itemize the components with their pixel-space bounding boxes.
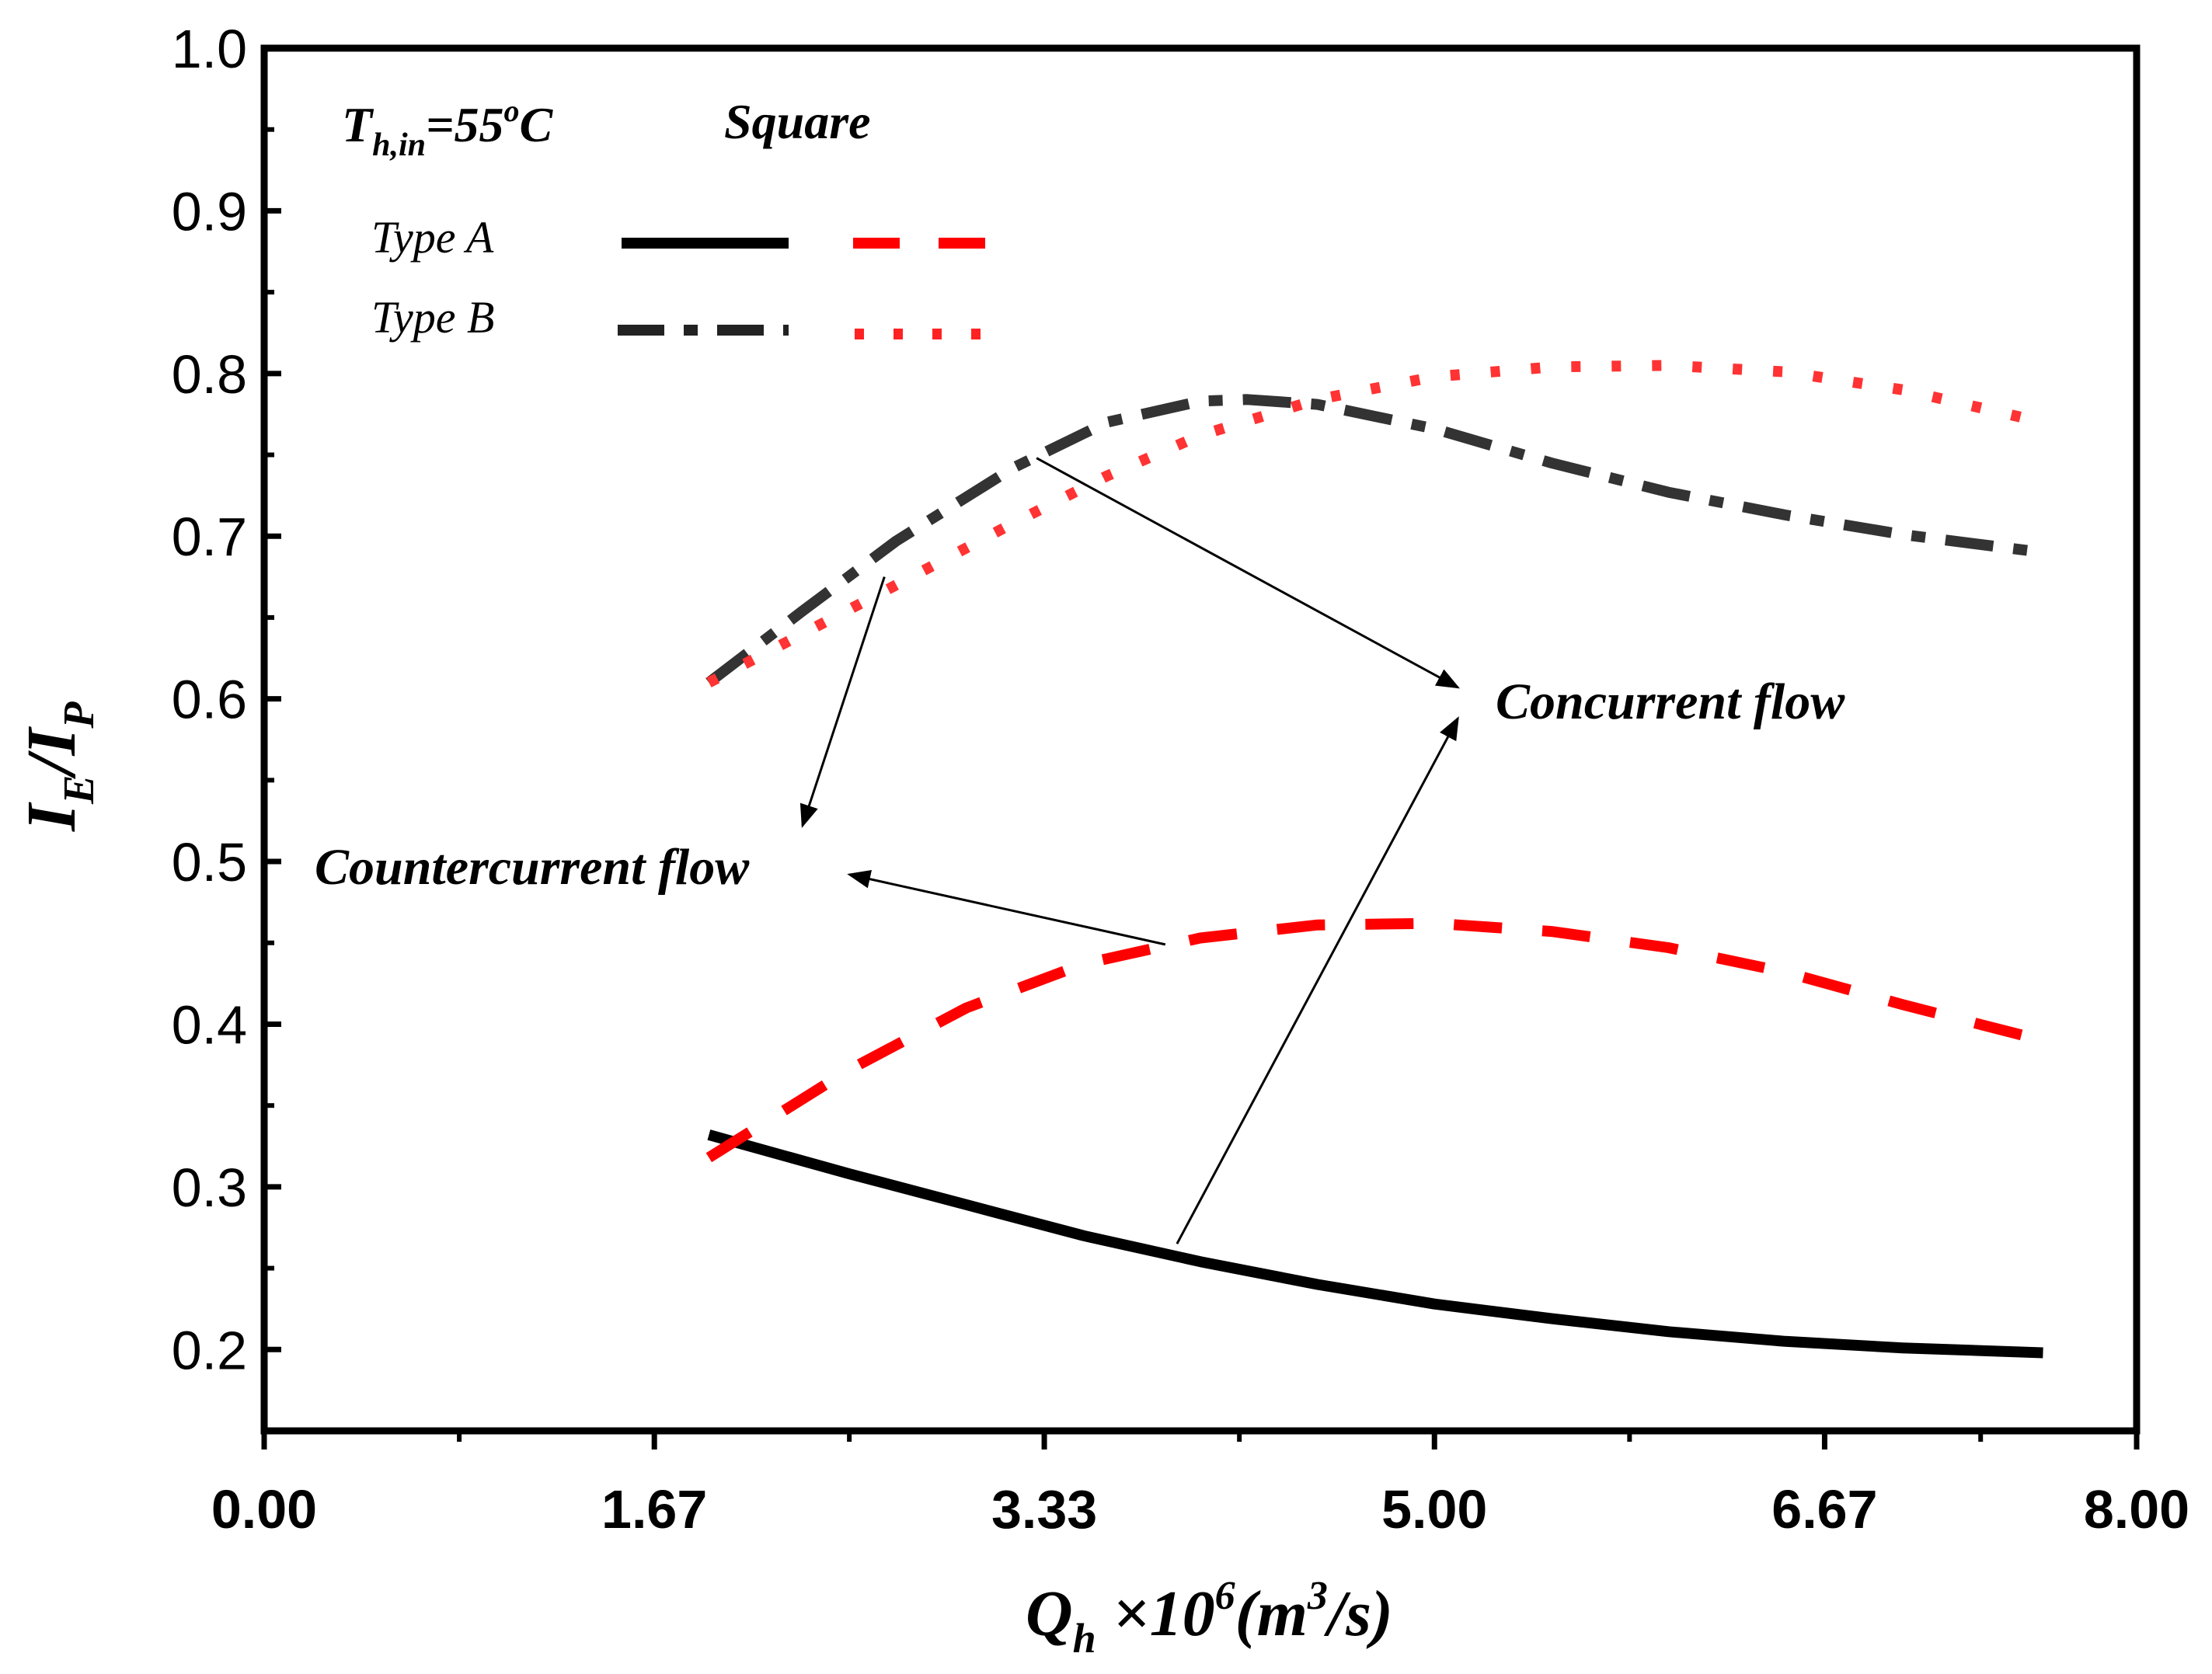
legend-label-type-b: Type B [371, 292, 494, 343]
y-axis-ticks: 0.2 0.3 0.4 0.5 0.6 0.7 0.8 0.9 1.0 [172, 19, 281, 1380]
temperature-annotation: Th,in=55oC [342, 93, 553, 163]
y-tick-label: 0.3 [172, 1157, 247, 1218]
concurrent-arrow-typeB [1036, 457, 1461, 689]
y-tick-label: 0.6 [172, 670, 247, 730]
shape-label: Square [724, 94, 871, 149]
x-axis-ticks: 0.00 1.67 3.33 5.00 6.67 8.00 [211, 1431, 2189, 1540]
series-layer [705, 360, 2045, 1359]
series-line-type-b-countercurrent [706, 360, 2045, 687]
y-tick-label: 0.8 [172, 344, 247, 405]
x-tick-label: 8.00 [2084, 1479, 2189, 1540]
series-line-type-a-countercurrent [705, 917, 2045, 1163]
countercurrent-arrow-typeB [799, 576, 886, 828]
y-tick-label: 0.2 [172, 1320, 247, 1380]
y-tick-label: 0.4 [172, 994, 247, 1055]
series-line-type-a-concurrent [707, 1129, 2043, 1359]
y-tick-label: 0.9 [172, 181, 247, 242]
series-line-type-b-concurrent [705, 394, 2044, 687]
concurrent-flow-label: Concurrent flow [1496, 673, 1845, 730]
countercurrent-arrow-typeA [847, 869, 1166, 946]
y-axis-title: IE/IP [13, 701, 103, 832]
legend-label-type-a: Type A [371, 212, 494, 263]
x-tick-label: 3.33 [991, 1479, 1097, 1540]
y-tick-label: 0.7 [172, 506, 247, 567]
x-tick-label: 5.00 [1381, 1479, 1487, 1540]
annotation-arrows [799, 457, 1461, 1244]
x-tick-label: 1.67 [601, 1479, 707, 1540]
y-tick-label: 1.0 [172, 19, 247, 79]
legend: Type A Type B [371, 212, 1002, 343]
countercurrent-flow-label: Countercurrent flow [315, 839, 750, 896]
x-axis-title: Qh ×106(m3/s) [1026, 1574, 1393, 1662]
y-tick-label: 0.5 [172, 832, 247, 893]
plot-frame [260, 44, 2141, 1435]
x-tick-label: 0.00 [211, 1479, 317, 1540]
concurrent-arrow-typeA [1176, 716, 1459, 1244]
x-tick-label: 6.67 [1771, 1479, 1877, 1540]
